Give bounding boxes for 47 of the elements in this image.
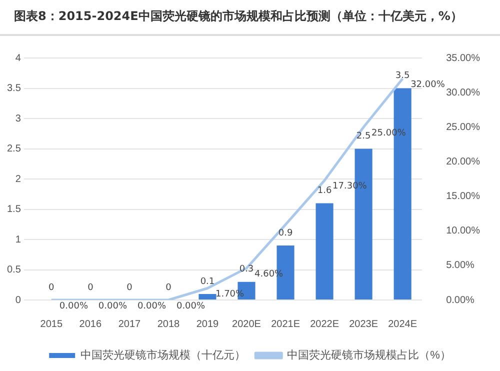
y-tick-label: 4	[15, 52, 22, 64]
data-label: 2.5	[356, 132, 371, 142]
y2-tick-label: 0.00%	[446, 294, 475, 306]
y2-tick-label: 25.00%	[446, 122, 480, 133]
data-label: 0.00%	[98, 301, 128, 312]
y-tick-label: 1.5	[6, 204, 22, 215]
legend-label: 中国荧光硬镜市场规模占比（%）	[287, 348, 451, 362]
y2-tick-label: 5.00%	[446, 260, 475, 272]
data-label: 0.00%	[176, 301, 206, 312]
x-tick-label: 2018	[157, 318, 180, 330]
y-tick-label: 2	[15, 174, 22, 185]
x-tick-label: 2016	[79, 318, 102, 330]
x-tick-label: 2020E	[232, 318, 262, 330]
y2-tick-label: 35.00%	[446, 52, 480, 64]
x-tick-label: 2024E	[388, 318, 418, 330]
y-tick-label: 0.5	[6, 264, 22, 276]
data-label: 0.3	[239, 264, 254, 275]
x-tick-label: 2015	[40, 318, 63, 330]
y-tick-label: 3.5	[6, 83, 22, 94]
data-label: 0	[126, 282, 133, 293]
chart-title: 图表8：2015-2024E中国荧光硬镜的市场规模和占比预测（单位：十亿美元，%）	[0, 0, 500, 36]
data-label: 0	[48, 282, 55, 293]
legend-label: 中国荧光硬镜市场规模（十亿元）	[80, 348, 246, 362]
x-tick-label: 2021E	[271, 318, 300, 330]
data-label: 3.5	[395, 71, 410, 82]
y2-tick-label: 20.00%	[446, 156, 480, 168]
y2-tick-label: 30.00%	[446, 87, 480, 98]
y-tick-label: 2.5	[6, 144, 22, 154]
x-tick-label: 2022E	[310, 318, 340, 330]
data-label: 32.00%	[410, 80, 446, 90]
data-label: 0	[88, 282, 94, 293]
data-label: 0.1	[200, 276, 215, 287]
bar	[316, 203, 334, 300]
bar	[198, 294, 216, 300]
data-label: 0.00%	[137, 301, 166, 312]
x-tick-label: 2017	[118, 318, 142, 330]
y2-tick-label: 10.00%	[446, 226, 480, 237]
x-tick-label: 2019	[196, 318, 220, 330]
y-tick-label: 0	[15, 294, 22, 306]
y2-tick-label: 15.00%	[446, 191, 480, 202]
x-tick-label: 2023E	[349, 318, 378, 330]
data-label: 0.00%	[59, 301, 88, 312]
data-label: 0.9	[278, 228, 293, 238]
data-label: 1.6	[317, 186, 332, 196]
data-label: 0	[166, 282, 172, 293]
y-tick-label: 3	[15, 113, 22, 124]
y-tick-label: 1	[15, 234, 22, 246]
